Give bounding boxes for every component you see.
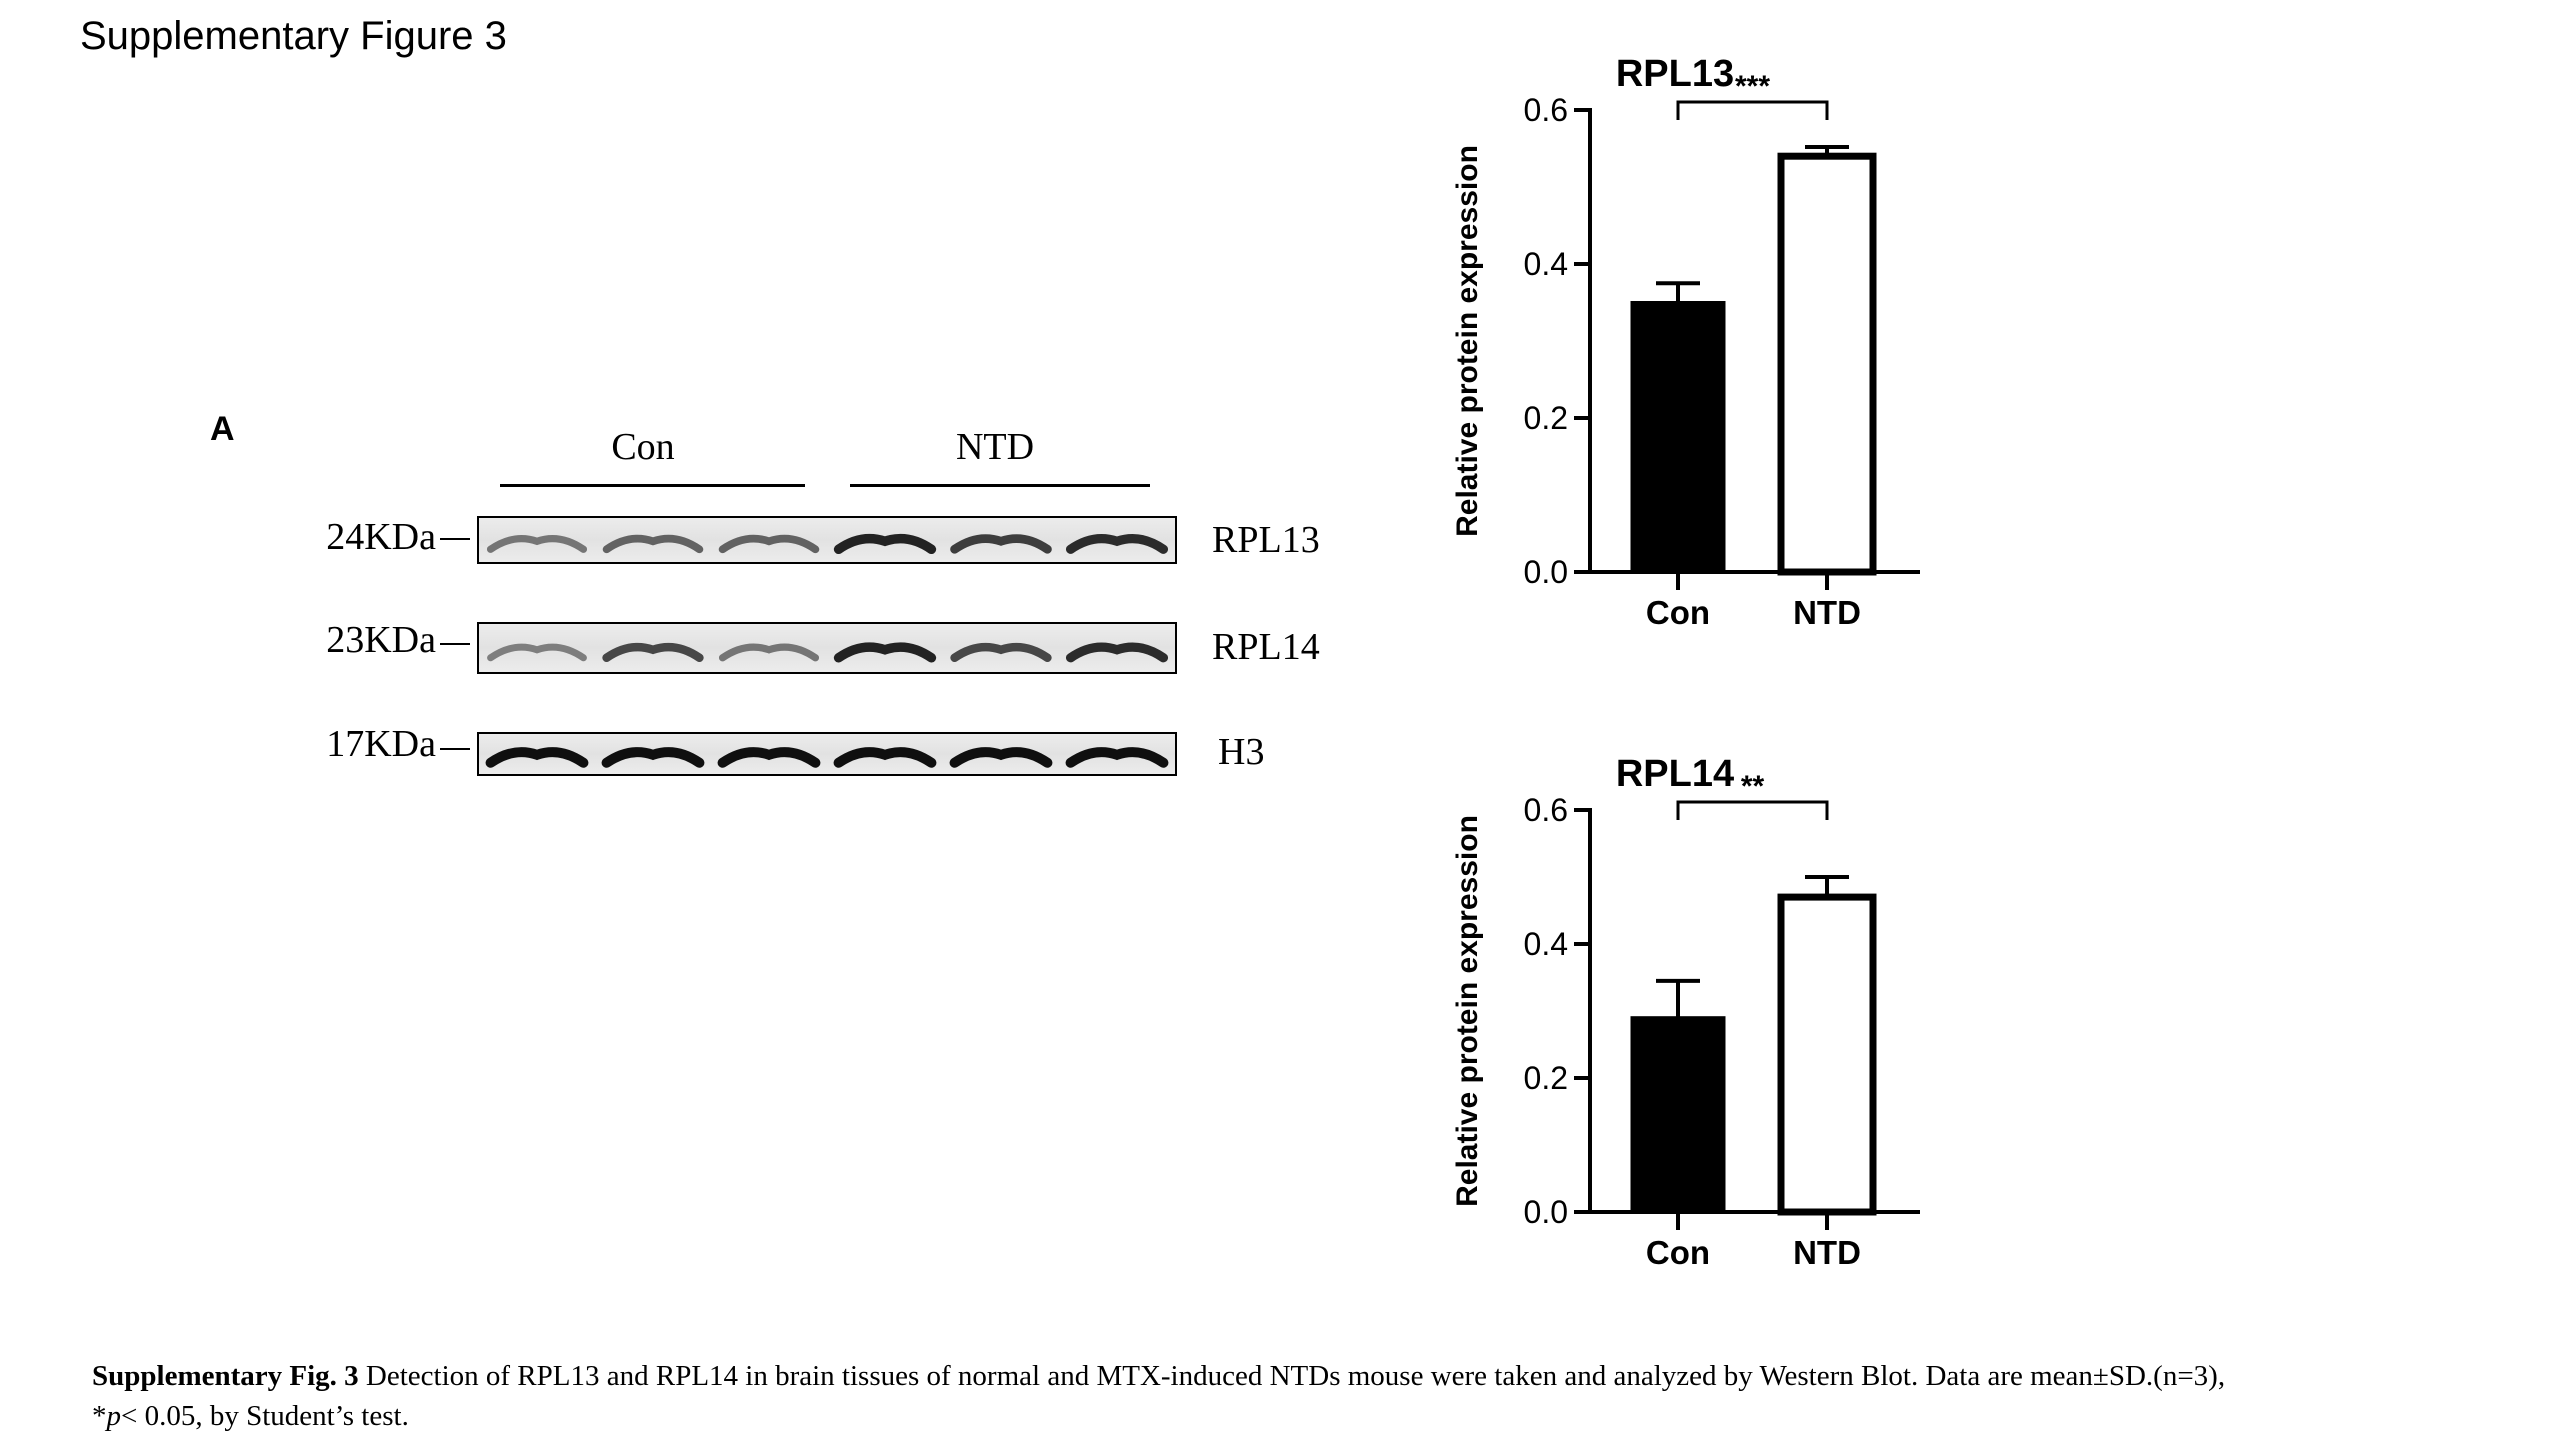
blot-band [833,642,937,663]
caption-asterisk: * [92,1400,107,1432]
mw-tick-row2 [440,643,470,645]
group-label-con: Con [611,426,675,468]
x-tick-label: NTD [1793,594,1861,631]
group-label-ntd: NTD [955,426,1035,468]
blot-strip-h3 [477,732,1177,776]
y-tick-label: 0.6 [1524,792,1568,828]
significance-label: *** [1735,70,1770,103]
bar-ntd [1777,893,1877,1216]
blot-band [1065,534,1169,554]
group-line-ntd [850,484,1150,487]
caption-bold-label: Supplementary Fig. 3 [92,1360,359,1392]
mw-tick-row3 [440,748,470,750]
blot-band [1065,642,1169,663]
blot-bands-rpl14 [487,642,1169,663]
blot-band [718,643,820,662]
caption-line-2: *p< 0.05, by Student’s test. [92,1396,2512,1436]
mw-tick-row1 [440,538,470,540]
protein-label-rpl14: RPL14 [1212,626,1320,668]
blot-bands-rpl13 [486,533,1169,555]
y-tick-label: 0.2 [1524,1060,1568,1096]
blot-band [486,535,588,553]
y-tick-label: 0.4 [1524,926,1568,962]
bar-con [1630,1016,1726,1214]
x-tick-label: Con [1646,1234,1710,1271]
rpl13-bar-chart: RPL13 Relative protein expression 0.0 0.2 0.… [1451,53,1920,631]
blot-strip-rpl14 [477,622,1177,674]
caption-text: Detection of RPL13 and RPL14 in brain ti… [358,1360,2226,1392]
blot-strip-rpl13 [477,516,1177,564]
figure-caption: Supplementary Fig. 3 Detection of RPL13 … [92,1356,2512,1436]
blot-band [833,747,937,768]
rpl14-bar-chart: RPL14 Relative protein expression 0.0 0.2 0.… [1451,753,1920,1271]
significance-bracket [1676,800,1829,820]
blot-band [602,534,704,554]
significance-label: ** [1741,770,1765,803]
mw-label-row2: 23KDa [326,619,436,661]
page-title: Supplementary Figure 3 [80,14,507,58]
y-tick-label: 0.4 [1524,246,1568,282]
blot-band [487,643,587,662]
blot-band [833,533,937,555]
x-tick-label: NTD [1793,1234,1861,1271]
bar-ntd [1777,152,1877,576]
protein-label-rpl13: RPL13 [1212,519,1320,561]
caption-p-italic: p [106,1400,122,1432]
significance-bracket [1676,100,1829,120]
blot-band [718,534,820,554]
group-line-con [500,484,805,487]
y-axis-label: Relative protein expression [1451,815,1484,1207]
chart-title: RPL14 [1616,753,1734,795]
blot-band [485,747,589,768]
mw-label-row3: 17KDa [326,723,436,765]
western-blot-panel: Con NTD 24KDa RPL13 23KDa RPL14 17KDa H3 [0,0,1400,800]
blot-bands-h3 [485,747,1169,768]
blot-band [950,642,1052,663]
y-tick-label: 0.2 [1524,400,1568,436]
blot-band [717,747,821,768]
blot-band [950,534,1052,554]
caption-rest: < 0.05, by Student’s test. [121,1400,409,1432]
blot-band [601,747,705,768]
panel-label: A [210,410,235,448]
blot-band [602,642,704,663]
protein-label-h3: H3 [1218,731,1265,773]
y-axis-label: Relative protein expression [1451,145,1484,537]
mw-label-row1: 24KDa [326,516,436,558]
y-tick-label: 0.0 [1524,554,1568,590]
x-tick-label: Con [1646,594,1710,631]
y-tick-label: 0.0 [1524,1194,1568,1230]
blot-band [1065,747,1169,768]
chart-title: RPL13 [1616,53,1734,95]
y-tick-label: 0.6 [1524,92,1568,128]
bar-con [1630,301,1726,574]
blot-band [949,747,1053,768]
caption-line-1: Supplementary Fig. 3 Detection of RPL13 … [92,1356,2512,1396]
